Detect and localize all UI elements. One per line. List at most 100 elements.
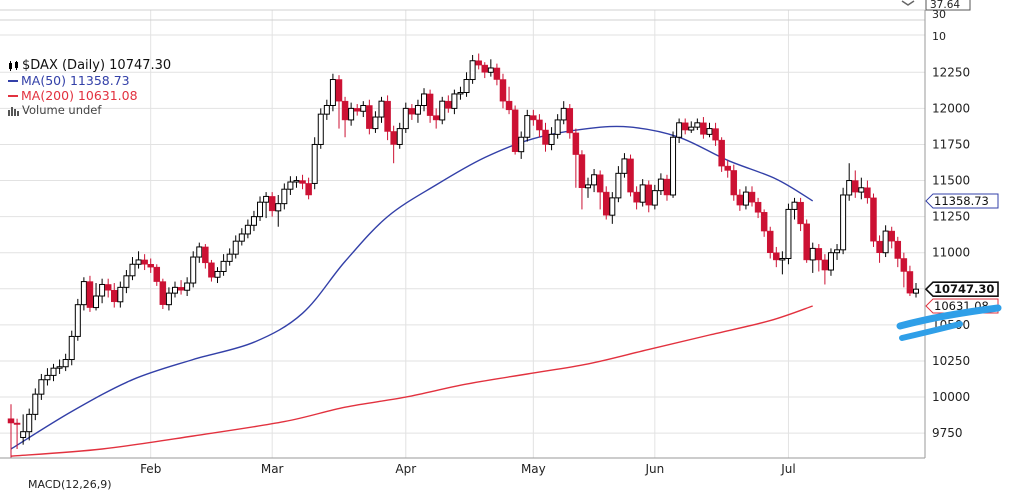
candle: [451, 89, 458, 115]
candle-body: [426, 93, 434, 116]
candle: [700, 117, 707, 139]
candle: [257, 196, 264, 221]
candle-body: [803, 223, 810, 261]
candle: [335, 75, 343, 129]
candle: [159, 278, 167, 310]
candle-body: [408, 108, 416, 115]
candle: [13, 418, 21, 450]
candle-body: [566, 108, 574, 134]
candle: [402, 102, 409, 133]
top-value-box: [925, 0, 971, 11]
candle: [263, 192, 270, 219]
moving-averages: [10, 125, 814, 457]
candle: [572, 128, 580, 188]
candle-body: [906, 271, 914, 294]
candle: [530, 109, 537, 126]
candle: [858, 177, 865, 200]
candle: [694, 118, 701, 131]
candle-body: [651, 190, 658, 206]
candle-body: [821, 259, 829, 271]
candle: [220, 254, 227, 276]
candle: [32, 388, 39, 421]
ma200-swatch: [8, 94, 18, 97]
candle-body: [20, 431, 27, 438]
candle: [900, 252, 908, 288]
handwritten-annotation: [896, 304, 1002, 341]
candle-body: [657, 178, 664, 192]
candle-body: [639, 184, 646, 203]
price-tag-box: [924, 281, 999, 297]
candle-body: [742, 191, 749, 206]
candle: [809, 242, 816, 273]
candle-body: [432, 115, 440, 121]
candle: [275, 194, 282, 227]
candle-body: [74, 304, 81, 337]
y-tick-label: 9750: [932, 426, 963, 440]
candle-body: [469, 60, 476, 81]
candle: [80, 277, 87, 311]
candle: [882, 225, 889, 258]
candle: [524, 109, 531, 142]
candle-body: [220, 260, 227, 272]
candle: [548, 127, 555, 151]
candle: [20, 414, 27, 445]
candle: [627, 154, 634, 197]
x-tick-label: Mar: [261, 462, 284, 476]
price-tag-ma50: 11358.73: [925, 193, 999, 209]
candle: [834, 244, 841, 260]
candle-body: [894, 240, 902, 259]
top-tick-label: 10: [932, 30, 946, 43]
candle: [906, 265, 914, 297]
candle: [135, 251, 142, 269]
legend-ma200: MA(200) 10631.08: [21, 88, 138, 103]
candle-body: [451, 93, 458, 109]
candle-body: [457, 92, 464, 95]
candle-body: [870, 197, 877, 242]
candle-body: [141, 259, 148, 265]
candle: [803, 219, 810, 263]
candle-body: [505, 100, 513, 111]
collapse-chevron-icon[interactable]: [901, 0, 915, 6]
candle-body: [785, 208, 792, 259]
candle-body: [487, 67, 494, 73]
candle-body: [202, 246, 209, 264]
candle-body: [621, 158, 628, 174]
legend: $DAX (Daily) 10747.30 MA(50) 11358.73 MA…: [8, 58, 171, 118]
candle-body: [773, 252, 780, 261]
candle: [663, 174, 671, 201]
candle: [147, 258, 154, 273]
legend-volume: Volume undef: [22, 103, 102, 117]
candle-body: [439, 100, 446, 121]
candle-body: [596, 174, 604, 193]
candle-body: [153, 266, 161, 282]
candle: [165, 287, 172, 311]
candle-body: [475, 60, 482, 66]
candle: [372, 111, 379, 133]
candle: [888, 226, 895, 249]
candle-body: [32, 393, 39, 415]
candle-body: [317, 113, 324, 145]
candle: [93, 283, 100, 311]
candle-body: [117, 286, 124, 303]
x-tick-label: Jun: [644, 462, 664, 476]
candle-body: [348, 107, 355, 121]
candle: [609, 192, 616, 224]
candle-body: [147, 264, 154, 268]
candle: [773, 246, 780, 268]
candle-body: [7, 418, 15, 424]
candle-body: [299, 180, 306, 184]
candle: [821, 254, 829, 285]
candle: [591, 169, 598, 193]
ma200-line: [10, 305, 813, 457]
candle-body: [670, 136, 677, 196]
price-tag-price: 10747.30: [924, 281, 999, 297]
candle: [408, 104, 416, 120]
candle: [554, 114, 561, 139]
legend-title-row: $DAX (Daily) 10747.30: [8, 58, 171, 73]
candle-body: [518, 136, 525, 153]
candle-body: [888, 230, 895, 242]
candle-body: [511, 109, 519, 152]
candle: [26, 408, 33, 441]
candle-body: [287, 181, 294, 190]
candle-body: [572, 132, 580, 155]
